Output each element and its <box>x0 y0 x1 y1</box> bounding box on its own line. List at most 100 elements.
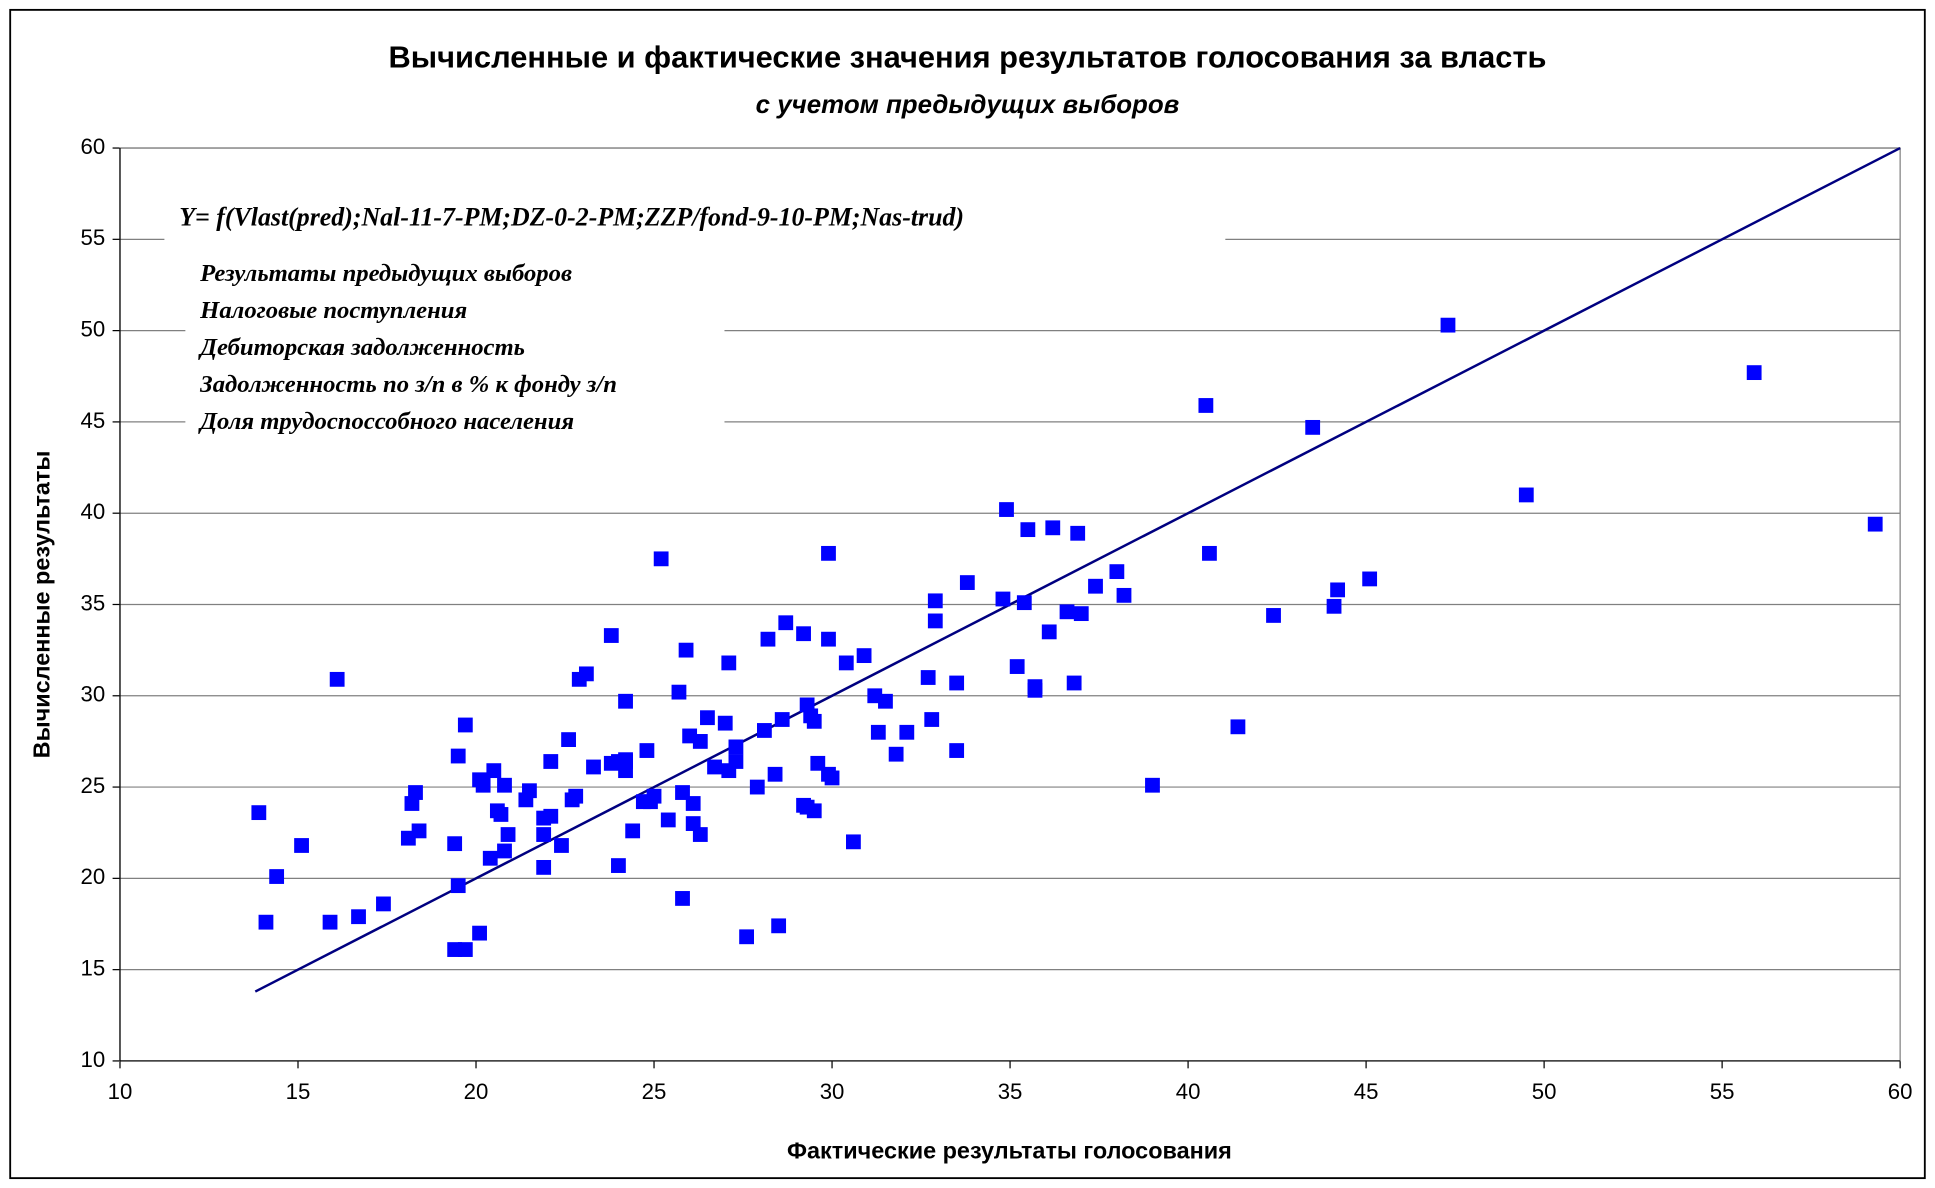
point <box>778 615 794 631</box>
x-tick-label: 15 <box>286 1079 311 1104</box>
factor-label: Дебиторская задолженность <box>198 334 525 361</box>
factor-label: Доля трудоспоссобного населения <box>198 408 574 435</box>
factors-box <box>185 254 725 440</box>
point <box>949 743 965 758</box>
point <box>728 739 744 755</box>
point <box>717 715 733 731</box>
point <box>618 752 633 768</box>
point <box>329 671 345 687</box>
point <box>678 642 694 658</box>
point <box>728 754 744 769</box>
point <box>927 593 943 609</box>
point <box>1116 587 1132 603</box>
point <box>497 777 512 793</box>
point <box>536 859 552 875</box>
point <box>269 869 285 884</box>
y-tick-label: 30 <box>80 682 105 707</box>
point <box>721 655 737 671</box>
x-tick-label: 35 <box>998 1079 1023 1104</box>
y-tick-label: 20 <box>80 864 105 889</box>
x-axis-label: Фактические результаты голосования <box>787 1137 1232 1163</box>
point <box>924 712 940 727</box>
point <box>878 693 893 709</box>
point <box>450 878 466 894</box>
point <box>618 693 633 709</box>
point <box>671 684 687 700</box>
point <box>294 838 309 853</box>
point <box>824 770 840 786</box>
point <box>639 743 655 758</box>
point <box>450 748 466 764</box>
point <box>447 836 463 852</box>
point <box>1045 520 1061 536</box>
point <box>675 891 690 906</box>
point <box>1518 487 1534 503</box>
point <box>920 670 936 685</box>
point <box>806 713 822 729</box>
point <box>739 929 755 945</box>
point <box>408 785 423 800</box>
point <box>660 812 676 828</box>
chart-title: Вычисленные и фактические значения резул… <box>388 39 1546 74</box>
point <box>457 942 473 957</box>
x-tick-label: 25 <box>642 1079 667 1104</box>
point <box>1020 522 1036 538</box>
point <box>1198 398 1214 413</box>
point <box>685 796 701 811</box>
point <box>351 909 366 925</box>
point <box>376 896 391 912</box>
point <box>1066 675 1082 691</box>
point <box>767 766 783 782</box>
point <box>1027 682 1043 698</box>
point <box>457 717 473 733</box>
y-tick-label: 10 <box>80 1047 105 1072</box>
point <box>646 788 662 804</box>
point <box>1070 525 1086 541</box>
point <box>1266 608 1281 623</box>
point <box>821 545 836 561</box>
point <box>692 827 708 842</box>
point <box>586 759 601 775</box>
point <box>1059 604 1075 620</box>
point <box>472 925 487 941</box>
y-tick-label: 55 <box>80 225 105 250</box>
point <box>749 779 765 795</box>
point <box>536 827 552 842</box>
point <box>1202 545 1217 561</box>
point <box>899 724 915 740</box>
y-tick-label: 25 <box>80 773 105 798</box>
x-tick-label: 60 <box>1888 1079 1913 1104</box>
y-tick-label: 45 <box>80 408 105 433</box>
point <box>1041 624 1057 640</box>
point <box>543 808 559 824</box>
point <box>1009 659 1025 674</box>
x-tick-label: 55 <box>1710 1079 1735 1104</box>
point <box>995 591 1011 607</box>
point <box>1867 516 1883 532</box>
point <box>796 626 811 642</box>
point <box>653 551 669 567</box>
point <box>611 858 626 873</box>
factor-label: Задолженность по з/п в % к фонду з/п <box>199 371 617 398</box>
point <box>322 914 338 930</box>
x-tick-label: 10 <box>108 1079 133 1104</box>
point <box>1746 365 1762 381</box>
x-tick-label: 30 <box>820 1079 845 1104</box>
point <box>771 918 787 934</box>
chart-subtitle: с учетом предыдущих выборов <box>756 91 1180 119</box>
point <box>561 732 576 747</box>
y-tick-label: 60 <box>80 134 105 159</box>
point <box>927 613 943 629</box>
point <box>856 648 872 664</box>
fit-line <box>254 146 1901 993</box>
point <box>482 850 498 866</box>
point <box>999 502 1014 517</box>
point <box>1362 571 1378 587</box>
formula: Y= f(Vlast(pred);Nal-11-7-PM;DZ-0-2-PM;Z… <box>179 203 964 232</box>
x-tick-label: 45 <box>1354 1079 1379 1104</box>
formula-box <box>164 198 1226 241</box>
point <box>1326 598 1342 614</box>
point <box>554 838 569 853</box>
point <box>500 827 516 842</box>
